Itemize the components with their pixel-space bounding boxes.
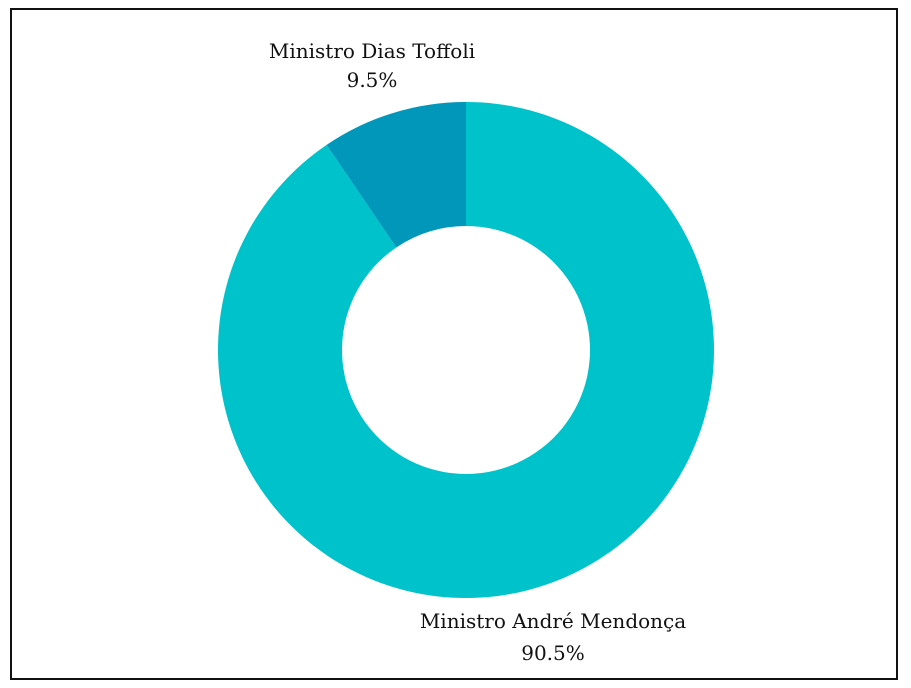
slices-group [218, 102, 715, 598]
label-mendonca-name: Ministro André Mendonça [420, 609, 686, 633]
label-toffoli-value: 9.5% [347, 68, 398, 92]
slice-ministro-andr-mendon-a [218, 102, 715, 598]
label-mendonca-value: 90.5% [521, 641, 585, 665]
label-toffoli-name: Ministro Dias Toffoli [269, 39, 475, 63]
slice-ministro-dias-toffoli [326, 102, 466, 248]
